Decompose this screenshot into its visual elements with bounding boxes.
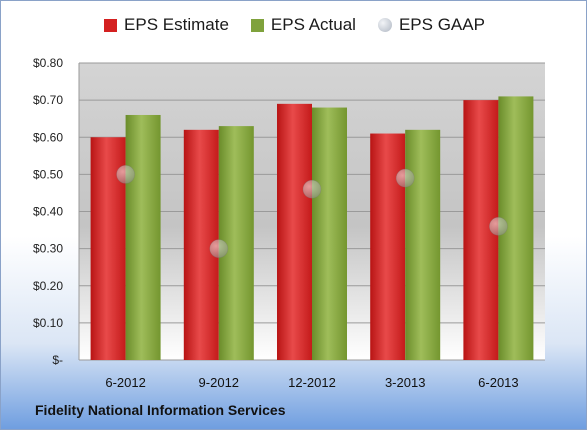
actual-bar (405, 129, 441, 360)
legend-swatch-estimate (104, 18, 118, 32)
gaap-markers (116, 165, 508, 258)
company-name: Fidelity National Information Services (35, 402, 286, 418)
gaap-marker (116, 165, 135, 184)
legend-label-estimate: EPS Estimate (124, 15, 229, 34)
gaap-marker (302, 179, 322, 199)
x-tick-label: 9-2012 (199, 375, 239, 390)
estimate-bar (370, 133, 406, 360)
legend-label-actual: EPS Actual (270, 15, 356, 34)
y-tick-label: $0.70 (33, 93, 63, 107)
actual-bar (125, 114, 161, 360)
gaap-marker (395, 168, 415, 188)
y-tick-label: $0.30 (33, 242, 63, 256)
y-tick-label: $0.40 (33, 205, 63, 219)
y-axis-labels: $- $0.10 $0.20 $0.30 $0.40 $0.50 $0.60 $0.70 $0.… (33, 56, 63, 367)
legend: EPS Estimate EPS Actual EPS GAAP (1, 15, 586, 35)
y-tick-label: $0.50 (33, 167, 63, 181)
legend-item-estimate: EPS Estimate (104, 15, 229, 35)
x-tick-label: 12-2012 (288, 375, 336, 390)
legend-item-gaap: EPS GAAP (377, 15, 485, 35)
y-tick-label: $0.80 (33, 56, 63, 70)
x-tick-label: 6-2013 (478, 375, 518, 390)
x-tick-label: 6-2012 (105, 375, 145, 390)
estimate-bar (277, 103, 312, 361)
legend-swatch-gaap (377, 18, 392, 32)
y-tick-label: $0.20 (33, 279, 63, 293)
actual-bar (312, 107, 347, 360)
bars (90, 96, 534, 361)
y-tick-label: $0.60 (33, 130, 63, 144)
legend-swatch-actual (250, 18, 264, 32)
x-tick-label: 3-2013 (385, 375, 425, 390)
gaap-marker (489, 217, 508, 236)
y-tick-label: $0.10 (33, 316, 63, 330)
y-tick-label: $- (52, 353, 63, 367)
x-axis-labels: 6-2012 9-2012 12-2012 3-2013 6-2013 (105, 375, 518, 390)
legend-item-actual: EPS Actual (250, 15, 356, 35)
gaap-marker (209, 239, 229, 258)
legend-label-gaap: EPS GAAP (398, 15, 485, 34)
